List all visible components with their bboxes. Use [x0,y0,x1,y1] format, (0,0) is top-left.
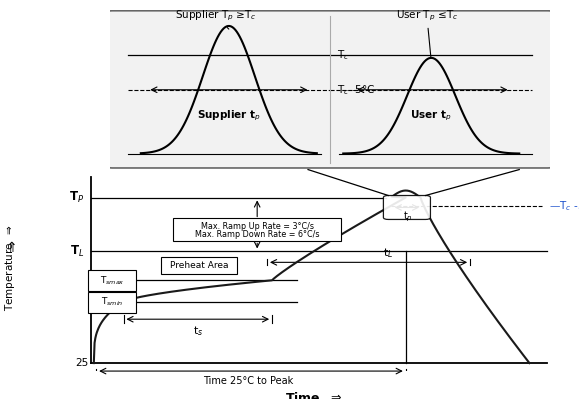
FancyBboxPatch shape [108,11,552,168]
Text: 25: 25 [76,358,89,368]
Text: Temperature  $\Rightarrow$: Temperature $\Rightarrow$ [3,224,17,310]
Text: Max. Ramp Up Rate = 3°C/s: Max. Ramp Up Rate = 3°C/s [201,222,314,231]
Text: User t$_p$: User t$_p$ [411,109,452,123]
Text: T$_c$: T$_c$ [336,48,349,61]
Text: —T$_c$ -5°C: —T$_c$ -5°C [549,200,579,213]
Text: T$_c$ -5°C: T$_c$ -5°C [336,83,375,97]
FancyBboxPatch shape [160,257,237,275]
Text: $\Uparrow$: $\Uparrow$ [3,240,17,255]
FancyBboxPatch shape [88,270,137,291]
FancyBboxPatch shape [88,292,137,313]
Text: Time  $\Rightarrow$: Time $\Rightarrow$ [285,391,343,399]
Text: T$_{smax}$: T$_{smax}$ [100,274,124,286]
Text: T$_P$: T$_P$ [69,190,84,205]
Text: t$_L$: t$_L$ [383,247,394,261]
Text: Supplier t$_p$: Supplier t$_p$ [197,109,261,123]
Text: Supplier T$_p$ ≥T$_c$: Supplier T$_p$ ≥T$_c$ [175,8,256,29]
Text: T$_L$: T$_L$ [69,244,84,259]
Text: Preheat Area: Preheat Area [170,261,228,271]
Text: User T$_p$ ≤T$_c$: User T$_p$ ≤T$_c$ [395,8,458,58]
FancyBboxPatch shape [173,218,342,241]
FancyBboxPatch shape [383,196,430,219]
Text: t$_p$: t$_p$ [403,209,413,224]
Text: T$_{smin}$: T$_{smin}$ [101,296,123,308]
Text: Max. Ramp Down Rate = 6°C/s: Max. Ramp Down Rate = 6°C/s [195,230,320,239]
Text: Time 25°C to Peak: Time 25°C to Peak [203,376,294,386]
Text: t$_s$: t$_s$ [193,324,203,338]
